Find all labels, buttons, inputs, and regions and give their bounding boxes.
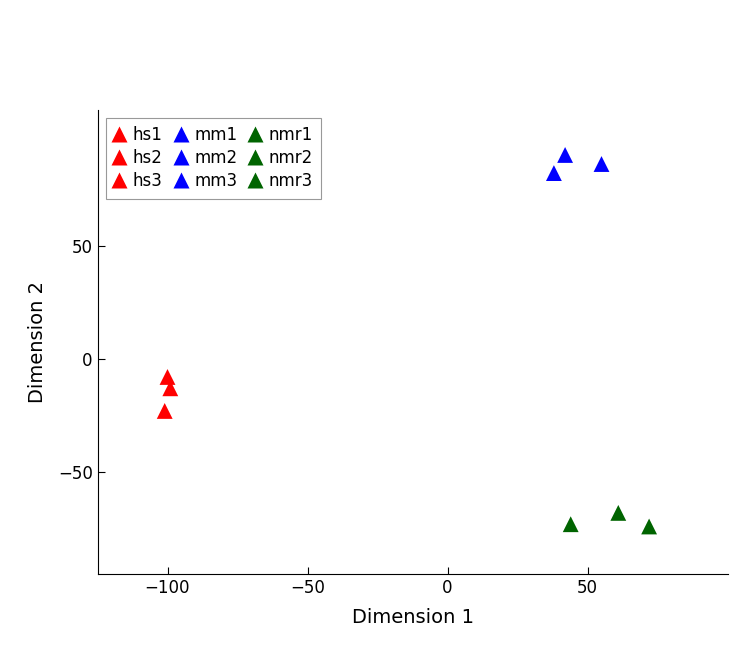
Point: [559, 150, 571, 160]
Y-axis label: Dimension 2: Dimension 2: [28, 281, 46, 403]
Point: [161, 372, 173, 382]
Legend: hs1, hs2, hs3, mm1, mm2, mm3, nmr1, nmr2, nmr3: hs1, hs2, hs3, mm1, mm2, mm3, nmr1, nmr2…: [106, 118, 322, 199]
Point: [612, 508, 624, 518]
Point: [596, 159, 608, 169]
Point: [159, 406, 171, 416]
Point: [643, 521, 655, 531]
X-axis label: Dimension 1: Dimension 1: [352, 608, 473, 627]
Point: [164, 383, 176, 393]
Point: [548, 168, 560, 178]
Point: [565, 519, 577, 530]
